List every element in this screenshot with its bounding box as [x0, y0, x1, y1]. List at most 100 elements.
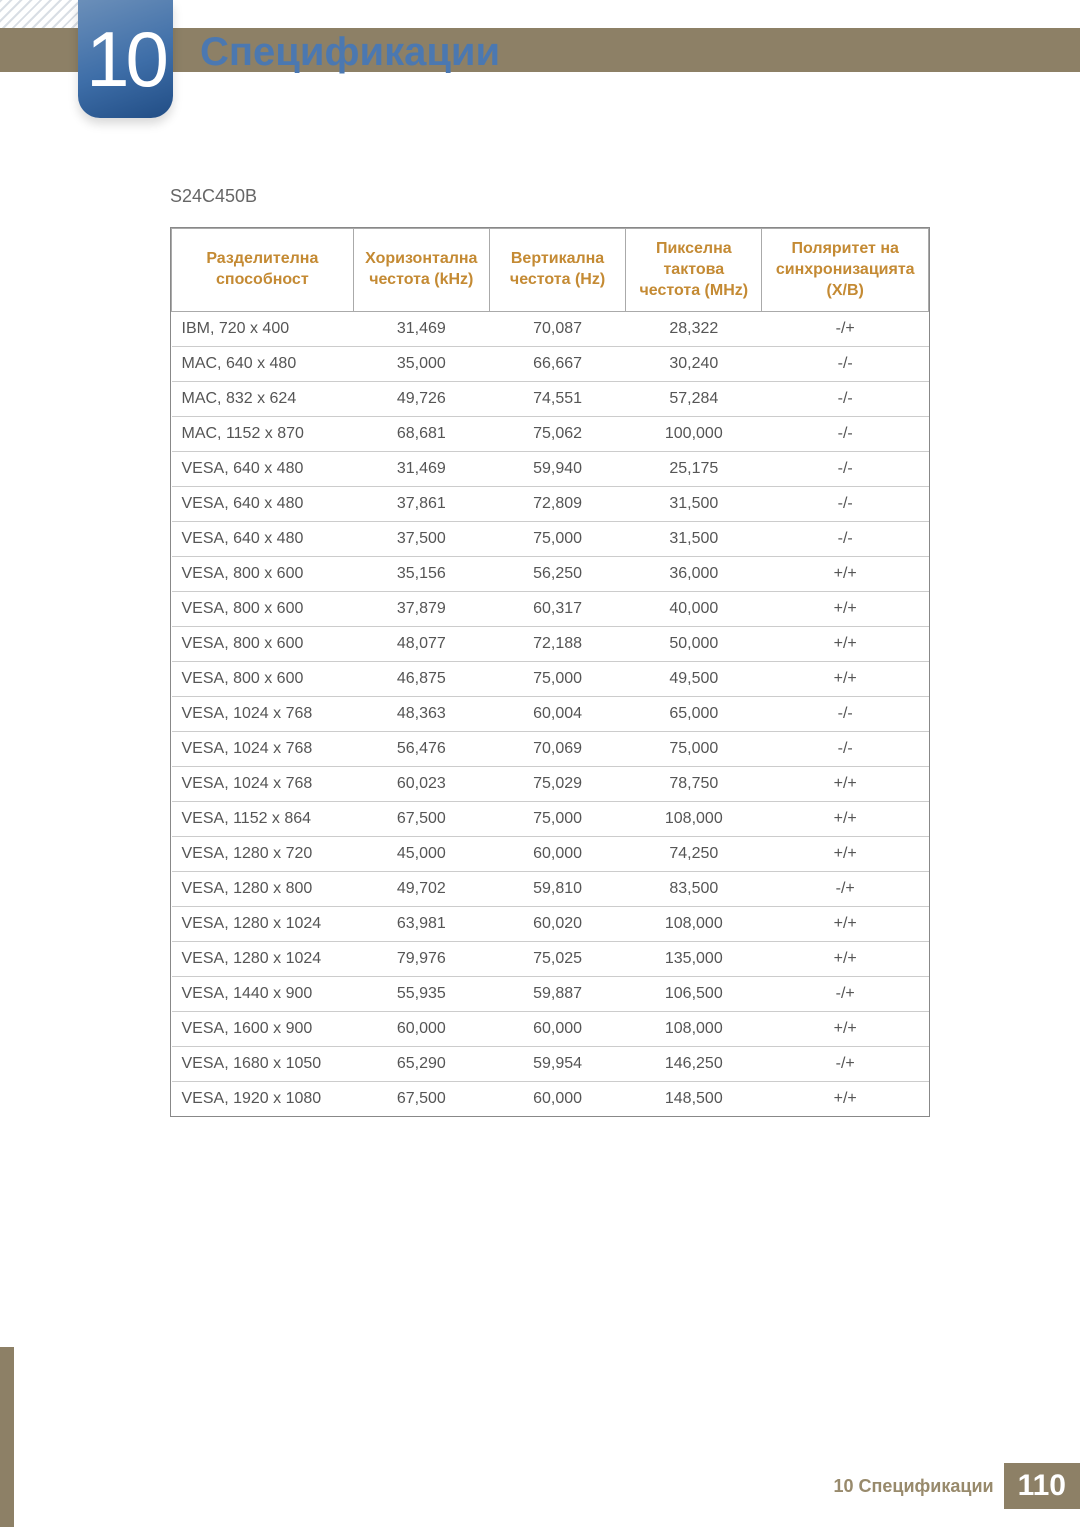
- table-cell: 37,861: [353, 487, 489, 522]
- table-cell: 60,317: [489, 592, 625, 627]
- table-cell: 75,000: [489, 662, 625, 697]
- table-row: VESA, 800 x 60035,15656,25036,000+/+: [172, 557, 929, 592]
- table-cell: +/+: [762, 557, 929, 592]
- table-cell: VESA, 1600 x 900: [172, 1012, 354, 1047]
- table-cell: -/-: [762, 417, 929, 452]
- table-cell: +/+: [762, 837, 929, 872]
- table-cell: 49,500: [626, 662, 762, 697]
- table-cell: 49,726: [353, 382, 489, 417]
- table-cell: VESA, 800 x 600: [172, 592, 354, 627]
- table-cell: +/+: [762, 1082, 929, 1117]
- table-cell: 60,000: [489, 1012, 625, 1047]
- table-row: VESA, 1152 x 86467,50075,000108,000+/+: [172, 802, 929, 837]
- spec-table: Разделителна способност Хоризонтална чес…: [171, 228, 929, 1116]
- table-cell: 59,954: [489, 1047, 625, 1082]
- table-cell: 79,976: [353, 942, 489, 977]
- table-cell: 146,250: [626, 1047, 762, 1082]
- spec-table-frame: Разделителна способност Хоризонтална чес…: [170, 227, 930, 1117]
- table-cell: 40,000: [626, 592, 762, 627]
- table-cell: 60,000: [489, 1082, 625, 1117]
- table-cell: 35,156: [353, 557, 489, 592]
- table-cell: -/-: [762, 452, 929, 487]
- table-cell: VESA, 640 x 480: [172, 452, 354, 487]
- table-cell: 65,000: [626, 697, 762, 732]
- table-cell: -/-: [762, 382, 929, 417]
- table-cell: -/-: [762, 487, 929, 522]
- table-cell: 56,476: [353, 732, 489, 767]
- table-cell: 68,681: [353, 417, 489, 452]
- table-cell: VESA, 640 x 480: [172, 487, 354, 522]
- table-cell: 67,500: [353, 802, 489, 837]
- table-cell: 25,175: [626, 452, 762, 487]
- table-cell: VESA, 800 x 600: [172, 627, 354, 662]
- table-cell: 59,887: [489, 977, 625, 1012]
- table-cell: 75,000: [626, 732, 762, 767]
- table-cell: 31,469: [353, 452, 489, 487]
- table-row: VESA, 640 x 48037,86172,80931,500-/-: [172, 487, 929, 522]
- table-cell: 100,000: [626, 417, 762, 452]
- table-cell: IBM, 720 x 400: [172, 312, 354, 347]
- table-header: Разделителна способност: [172, 229, 354, 312]
- table-cell: VESA, 800 x 600: [172, 557, 354, 592]
- table-row: VESA, 640 x 48037,50075,00031,500-/-: [172, 522, 929, 557]
- table-cell: VESA, 1152 x 864: [172, 802, 354, 837]
- table-cell: VESA, 1440 x 900: [172, 977, 354, 1012]
- table-cell: 37,500: [353, 522, 489, 557]
- table-cell: 74,250: [626, 837, 762, 872]
- table-cell: 72,809: [489, 487, 625, 522]
- table-cell: 83,500: [626, 872, 762, 907]
- table-row: VESA, 1440 x 90055,93559,887106,500-/+: [172, 977, 929, 1012]
- table-header-row: Разделителна способност Хоризонтална чес…: [172, 229, 929, 312]
- table-cell: 48,363: [353, 697, 489, 732]
- model-label: S24C450B: [170, 186, 930, 207]
- table-cell: -/-: [762, 732, 929, 767]
- table-cell: 60,020: [489, 907, 625, 942]
- table-row: VESA, 1280 x 102463,98160,020108,000+/+: [172, 907, 929, 942]
- table-cell: 65,290: [353, 1047, 489, 1082]
- table-header: Поляритет на синхронизацията (X/B): [762, 229, 929, 312]
- table-cell: VESA, 1280 x 1024: [172, 907, 354, 942]
- table-cell: +/+: [762, 627, 929, 662]
- chapter-title: Спецификации: [200, 30, 500, 75]
- chapter-badge: 10: [78, 0, 173, 118]
- table-row: VESA, 800 x 60037,87960,31740,000+/+: [172, 592, 929, 627]
- table-cell: +/+: [762, 1012, 929, 1047]
- table-cell: 67,500: [353, 1082, 489, 1117]
- table-cell: 75,029: [489, 767, 625, 802]
- table-cell: VESA, 1280 x 800: [172, 872, 354, 907]
- table-row: VESA, 1680 x 105065,29059,954146,250-/+: [172, 1047, 929, 1082]
- table-cell: 74,551: [489, 382, 625, 417]
- table-cell: MAC, 640 x 480: [172, 347, 354, 382]
- table-cell: VESA, 1280 x 1024: [172, 942, 354, 977]
- table-cell: 31,469: [353, 312, 489, 347]
- table-cell: 75,000: [489, 802, 625, 837]
- table-cell: 78,750: [626, 767, 762, 802]
- table-cell: 63,981: [353, 907, 489, 942]
- table-cell: -/-: [762, 522, 929, 557]
- table-row: IBM, 720 x 40031,46970,08728,322-/+: [172, 312, 929, 347]
- table-cell: 57,284: [626, 382, 762, 417]
- table-row: MAC, 1152 x 87068,68175,062100,000-/-: [172, 417, 929, 452]
- table-cell: 75,062: [489, 417, 625, 452]
- table-cell: 108,000: [626, 1012, 762, 1047]
- table-cell: 56,250: [489, 557, 625, 592]
- table-cell: 45,000: [353, 837, 489, 872]
- table-header: Хоризонтална честота (kHz): [353, 229, 489, 312]
- left-stripe: [0, 1347, 14, 1527]
- table-cell: 59,810: [489, 872, 625, 907]
- table-cell: 31,500: [626, 487, 762, 522]
- table-cell: 75,025: [489, 942, 625, 977]
- table-cell: VESA, 1680 x 1050: [172, 1047, 354, 1082]
- table-cell: 35,000: [353, 347, 489, 382]
- table-cell: +/+: [762, 592, 929, 627]
- table-cell: 148,500: [626, 1082, 762, 1117]
- table-header: Пикселна тактова честота (MHz): [626, 229, 762, 312]
- table-cell: 36,000: [626, 557, 762, 592]
- table-cell: -/+: [762, 1047, 929, 1082]
- table-cell: VESA, 1280 x 720: [172, 837, 354, 872]
- table-row: VESA, 1920 x 108067,50060,000148,500+/+: [172, 1082, 929, 1117]
- table-cell: 60,004: [489, 697, 625, 732]
- table-cell: VESA, 1024 x 768: [172, 697, 354, 732]
- table-cell: -/+: [762, 872, 929, 907]
- table-cell: 59,940: [489, 452, 625, 487]
